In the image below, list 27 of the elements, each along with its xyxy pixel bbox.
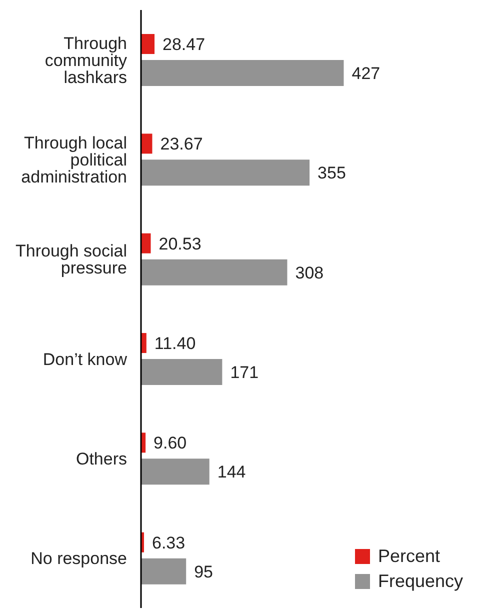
- data-label: 171: [230, 363, 259, 382]
- bar: [141, 458, 210, 485]
- data-label: 308: [295, 263, 324, 282]
- data-label: 144: [217, 462, 246, 482]
- data-label: 11.40: [154, 334, 196, 354]
- bar: [141, 259, 288, 286]
- data-label: 6.33: [152, 533, 186, 552]
- data-label: 20.53: [158, 234, 202, 254]
- y-tick-label: Through community lashkars: [44, 34, 128, 87]
- bar: [141, 34, 155, 54]
- legend-label: Percent: [378, 546, 440, 567]
- y-tick-label: Don’t know: [42, 350, 128, 369]
- y-tick-label: No response: [30, 549, 127, 568]
- bar: [141, 359, 222, 385]
- bar: [141, 558, 186, 584]
- legend-label: Frequency: [378, 571, 463, 592]
- bar: [141, 60, 344, 86]
- data-label: 95: [194, 562, 214, 582]
- data-label: 23.67: [160, 134, 203, 154]
- data-label: 355: [318, 164, 346, 183]
- y-tick-label: Through local political administration: [21, 134, 127, 187]
- data-label: 28.47: [162, 35, 206, 54]
- y-tick-label: Through social pressure: [15, 242, 127, 278]
- bar: [141, 160, 310, 186]
- y-tick-label: Others: [76, 450, 127, 469]
- data-label: 427: [352, 64, 380, 84]
- data-label: 9.60: [154, 434, 187, 453]
